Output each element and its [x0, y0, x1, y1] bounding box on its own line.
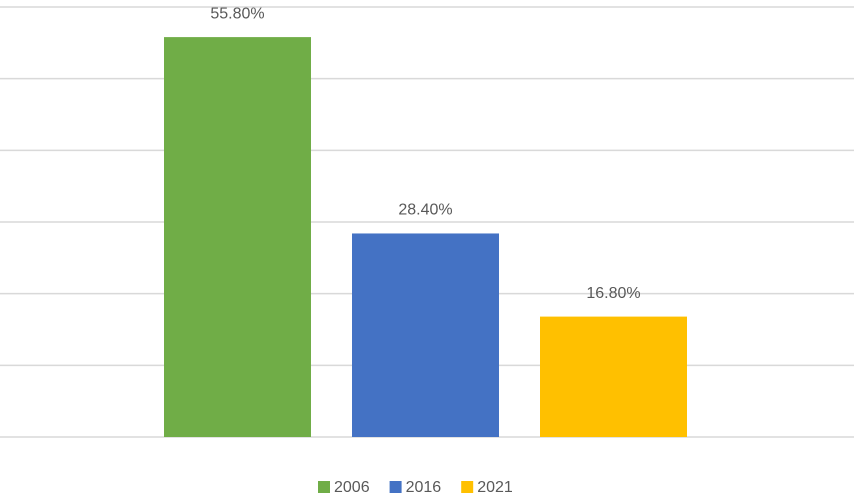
legend-label: 2021	[477, 479, 513, 496]
legend-swatch	[318, 481, 330, 493]
legend-swatch	[389, 481, 402, 493]
data-label: 28.40%	[398, 202, 452, 219]
legend-swatch	[461, 481, 474, 493]
data-label: 16.80%	[586, 285, 640, 302]
bar	[540, 316, 687, 437]
legend-label: 2016	[406, 479, 442, 496]
data-label: 55.80%	[210, 5, 264, 22]
bar	[352, 233, 499, 437]
legend-label: 2006	[334, 479, 370, 496]
bar	[164, 37, 311, 437]
